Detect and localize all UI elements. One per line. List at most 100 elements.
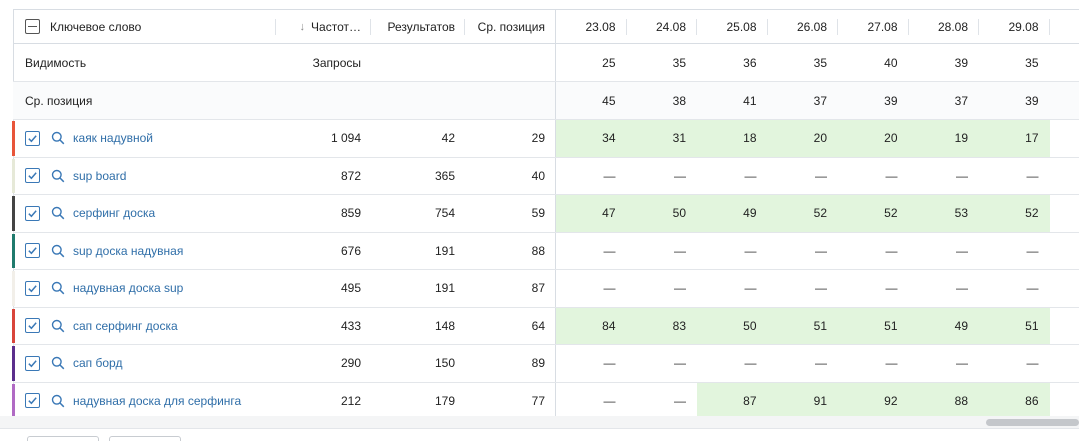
keyword-link[interactable]: надувная доска sup xyxy=(73,281,184,296)
table-row[interactable]: надувная доска sup 495 191 87 — — — — — — — xyxy=(12,270,1079,308)
summary-results-cell xyxy=(371,82,465,119)
results-cell: 191 xyxy=(371,233,465,270)
header-frequency[interactable]: ↓ Частот… xyxy=(276,10,371,43)
search-icon[interactable] xyxy=(51,169,65,183)
search-icon[interactable] xyxy=(51,244,65,258)
position-cell: — xyxy=(909,270,980,307)
position-cell: — xyxy=(627,233,698,270)
position-cell: 88 xyxy=(908,382,979,419)
summary-row: Видимость Запросы 25 35 36 35 40 39 35 xyxy=(13,44,1079,82)
position-value: 49 xyxy=(743,206,757,221)
avg-position-cell: 77 xyxy=(465,382,556,419)
row-checkbox-icon[interactable] xyxy=(25,280,40,296)
row-checkbox-icon[interactable] xyxy=(25,243,40,259)
position-cell: 86 xyxy=(979,382,1050,419)
bottom-control-left[interactable] xyxy=(27,436,99,441)
row-checkbox-icon[interactable] xyxy=(25,168,40,184)
position-cell: 53 xyxy=(908,195,979,232)
avg-position-value: 64 xyxy=(531,318,545,333)
position-cell: 20 xyxy=(767,120,838,157)
results-cell: 191 xyxy=(371,270,465,307)
keyword-link[interactable]: sup board xyxy=(73,168,127,183)
summary-pos-cell xyxy=(465,82,556,119)
scrollbar-thumb[interactable] xyxy=(986,419,1079,426)
avg-position-value: 40 xyxy=(531,168,545,183)
header-avg-position-label: Ср. позиция xyxy=(477,19,545,34)
position-cell: — xyxy=(697,158,768,195)
position-value: — xyxy=(815,356,827,371)
sort-down-arrow-icon: ↓ xyxy=(299,20,306,33)
position-value: — xyxy=(815,243,827,258)
header-avg-position[interactable]: Ср. позиция xyxy=(465,10,556,43)
row-color-stripe xyxy=(12,271,15,306)
position-cell: — xyxy=(838,233,909,270)
position-value: 92 xyxy=(884,393,898,408)
position-value: — xyxy=(674,393,686,408)
select-all-checkbox-icon[interactable] xyxy=(25,19,40,34)
header-keyword[interactable]: Ключевое слово xyxy=(13,10,276,43)
search-icon[interactable] xyxy=(51,131,65,145)
row-checkbox-icon[interactable] xyxy=(25,205,40,221)
header-date[interactable]: 27.08 xyxy=(838,10,909,43)
header-date[interactable]: 28.08 xyxy=(909,10,980,43)
header-results[interactable]: Результатов xyxy=(371,10,465,43)
keyword-table: Ключевое слово ↓ Частот… Результатов Ср.… xyxy=(12,10,1079,420)
keyword-cell: sup доска надувная xyxy=(12,233,276,270)
keyword-link[interactable]: sup доска надувная xyxy=(73,243,184,258)
summary-value: 41 xyxy=(743,93,757,108)
frequency-cell: 433 xyxy=(276,308,371,345)
position-cell: — xyxy=(979,270,1050,307)
search-icon[interactable] xyxy=(51,394,65,408)
position-value: — xyxy=(744,281,757,296)
keyword-link[interactable]: сап серфинг доска xyxy=(73,318,178,333)
results-cell: 365 xyxy=(371,158,465,195)
position-value: 53 xyxy=(954,206,968,221)
header-date-label: 26.08 xyxy=(796,19,827,34)
avg-position-value: 89 xyxy=(531,356,545,371)
header-date[interactable]: 26.08 xyxy=(768,10,839,43)
search-icon[interactable] xyxy=(51,281,65,295)
header-date[interactable]: 23.08 xyxy=(556,10,627,43)
row-color-stripe xyxy=(12,158,15,193)
table-row[interactable]: sup доска надувная 676 191 88 — — — — — — — xyxy=(12,232,1079,270)
row-checkbox-icon[interactable] xyxy=(25,393,40,409)
header-date[interactable]: 24.08 xyxy=(627,10,698,43)
search-icon[interactable] xyxy=(51,356,65,370)
header-date[interactable]: 29.08 xyxy=(979,10,1050,43)
results-value: 754 xyxy=(434,206,455,221)
frequency-cell: 290 xyxy=(276,345,371,382)
summary-value: 45 xyxy=(602,93,616,108)
results-value: 191 xyxy=(434,281,455,296)
table-row[interactable]: каяк надувной 1 094 42 29 34 31 18 20 20 19 17 xyxy=(12,120,1079,158)
position-cell: 31 xyxy=(626,120,697,157)
row-checkbox-icon[interactable] xyxy=(25,318,40,334)
keyword-link[interactable]: надувная доска для серфинга xyxy=(73,393,242,408)
table-row[interactable]: сап борд 290 150 89 — — — — — — — xyxy=(12,345,1079,383)
search-icon[interactable] xyxy=(51,319,65,333)
keyword-link[interactable]: серфинг доска xyxy=(73,206,156,221)
horizontal-scrollbar[interactable] xyxy=(0,416,1079,428)
position-cell: — xyxy=(556,383,627,420)
summary-value-cell: 36 xyxy=(697,44,768,81)
position-cell: — xyxy=(627,270,698,307)
position-cell: 51 xyxy=(838,307,909,344)
keyword-link[interactable]: сап борд xyxy=(73,356,123,371)
position-cell: 17 xyxy=(979,120,1050,157)
search-icon[interactable] xyxy=(51,206,65,220)
keyword-cell: серфинг доска xyxy=(12,195,276,232)
table-row[interactable]: sup board 872 365 40 — — — — — — — xyxy=(12,157,1079,195)
keyword-link[interactable]: каяк надувной xyxy=(73,131,153,146)
frequency-cell: 676 xyxy=(276,233,371,270)
summary-value: 35 xyxy=(672,55,686,70)
table-row[interactable]: сап серфинг доска 433 148 64 84 83 50 51 51 49 51 xyxy=(12,307,1079,345)
row-checkbox-icon[interactable] xyxy=(25,130,40,146)
header-divider[interactable] xyxy=(275,19,276,35)
row-checkbox-icon[interactable] xyxy=(25,355,40,371)
table-row[interactable]: серфинг доска 859 754 59 47 50 49 52 52 53 52 xyxy=(12,195,1079,233)
header-date[interactable]: 25.08 xyxy=(697,10,768,43)
position-cell: 49 xyxy=(697,195,768,232)
position-cell: — xyxy=(979,233,1050,270)
bottom-control-right[interactable] xyxy=(109,436,181,441)
table-row[interactable]: надувная доска для серфинга 212 179 77 — — 87 9… xyxy=(12,382,1079,420)
position-value: — xyxy=(885,243,898,258)
